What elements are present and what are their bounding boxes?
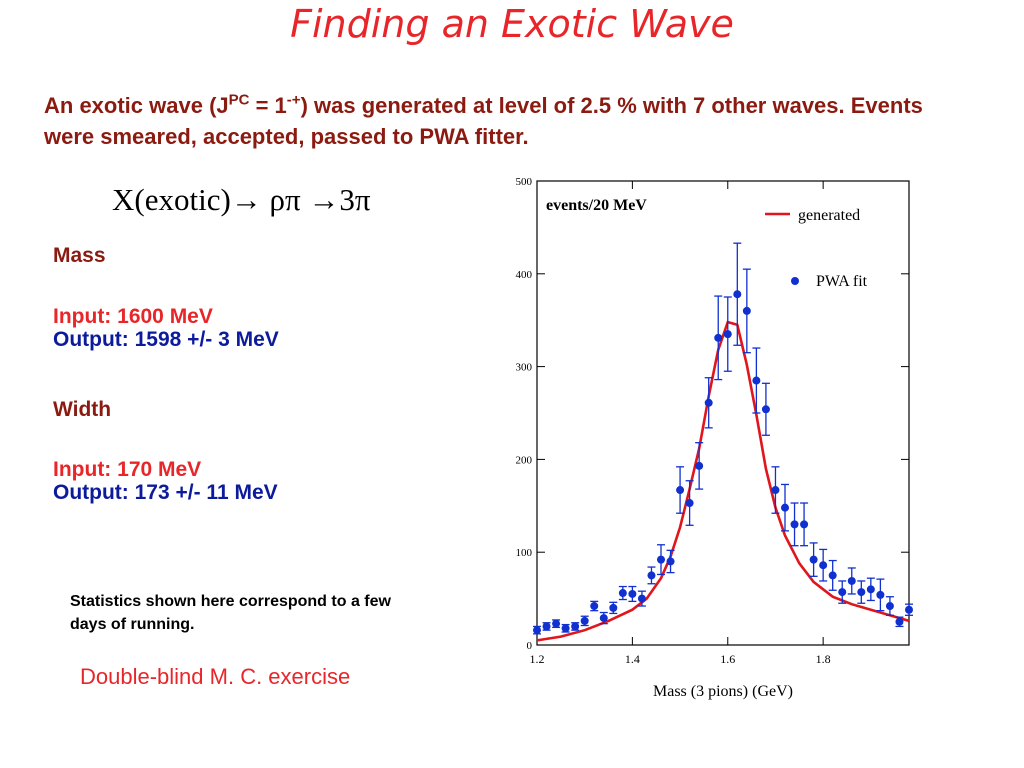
reaction-formula: X(exotic)→ ρπ →3π [112,182,371,217]
data-point [790,520,799,529]
width-output: Output: 173 +/- 11 MeV [53,481,278,504]
y-tick-label-2: 200 [516,454,533,466]
intro-sup-pc: PC [228,91,250,109]
data-point [676,486,685,495]
width-input: Input: 170 MeV [53,458,202,481]
data-point [885,602,894,611]
y-tick-label-0: 0 [527,640,533,652]
data-point [647,571,656,580]
data-point [695,461,704,470]
data-point [599,614,608,623]
y-tick-label-5: 500 [516,176,533,188]
data-point [571,622,580,631]
data-point [590,602,599,611]
data-point [714,333,723,342]
mass-spectrum-chart: 0 100 200 300 400 500 1.2 1.4 1.6 1.8 events/20 M… [516,176,913,700]
intro-sup-parity: -+ [286,91,301,109]
width-heading: Width [53,398,112,421]
x-tick-label-0: 1.2 [530,652,545,666]
data-point [800,520,809,529]
data-point [771,486,780,495]
data-point [666,557,675,566]
legend-fit-swatch [791,277,799,285]
data-point [819,561,828,570]
mass-heading: Mass [53,244,106,267]
mass-input: Input: 1600 MeV [53,305,213,328]
x-tick-label-1: 1.4 [625,652,640,666]
x-tick-label-3: 1.8 [816,652,831,666]
data-point [905,605,913,614]
data-point [542,622,551,631]
data-point [618,589,627,598]
data-point [866,585,875,594]
data-point [657,555,665,564]
mass-output: Output: 1598 +/- 3 MeV [53,328,279,351]
data-point [742,306,751,315]
data-point [857,588,866,597]
data-point [828,571,837,580]
x-axis-label: Mass (3 pions) (GeV) [653,683,793,700]
axis-ticks: 0 100 200 300 400 500 1.2 1.4 1.6 1.8 [516,176,909,666]
pwa-fit-points [533,242,913,635]
data-point [838,588,847,597]
footer-note: Double-blind M. C. exercise [80,664,351,689]
x-tick-label-2: 1.6 [720,652,735,666]
data-point [685,499,694,508]
legend-fit-label: PWA fit [816,273,868,290]
y-tick-label-3: 300 [516,362,533,374]
legend-generated-label: generated [798,207,860,224]
data-point [637,594,646,603]
data-point [704,398,713,407]
data-point [761,405,770,414]
data-point [895,617,904,626]
intro-text: An exotic wave (JPC = 1-+) was generated… [44,90,944,152]
data-point [552,619,561,628]
statistics-note: Statistics shown here correspond to a fe… [70,593,391,633]
data-point [752,376,761,385]
intro-text-b: = 1 [249,93,287,118]
data-point [723,330,732,339]
data-point [533,626,541,635]
generated-curve [536,320,910,642]
y-tick-label-1: 100 [516,547,533,559]
intro-text-c: ) was generated at level of 2.5 % with 7… [44,93,923,149]
data-point [781,503,789,512]
data-point [847,576,856,585]
data-point [628,589,637,598]
data-point [609,603,618,612]
data-point [580,616,589,625]
data-point [809,555,818,564]
data-point [876,590,885,599]
y-axis-label: events/20 MeV [546,197,647,214]
data-point [561,624,570,633]
y-tick-label-4: 400 [516,269,533,281]
intro-text-a: An exotic wave (J [44,93,229,118]
plot-frame [536,180,910,646]
data-point [733,290,742,299]
slide-title: Finding an Exotic Wave [290,2,734,46]
